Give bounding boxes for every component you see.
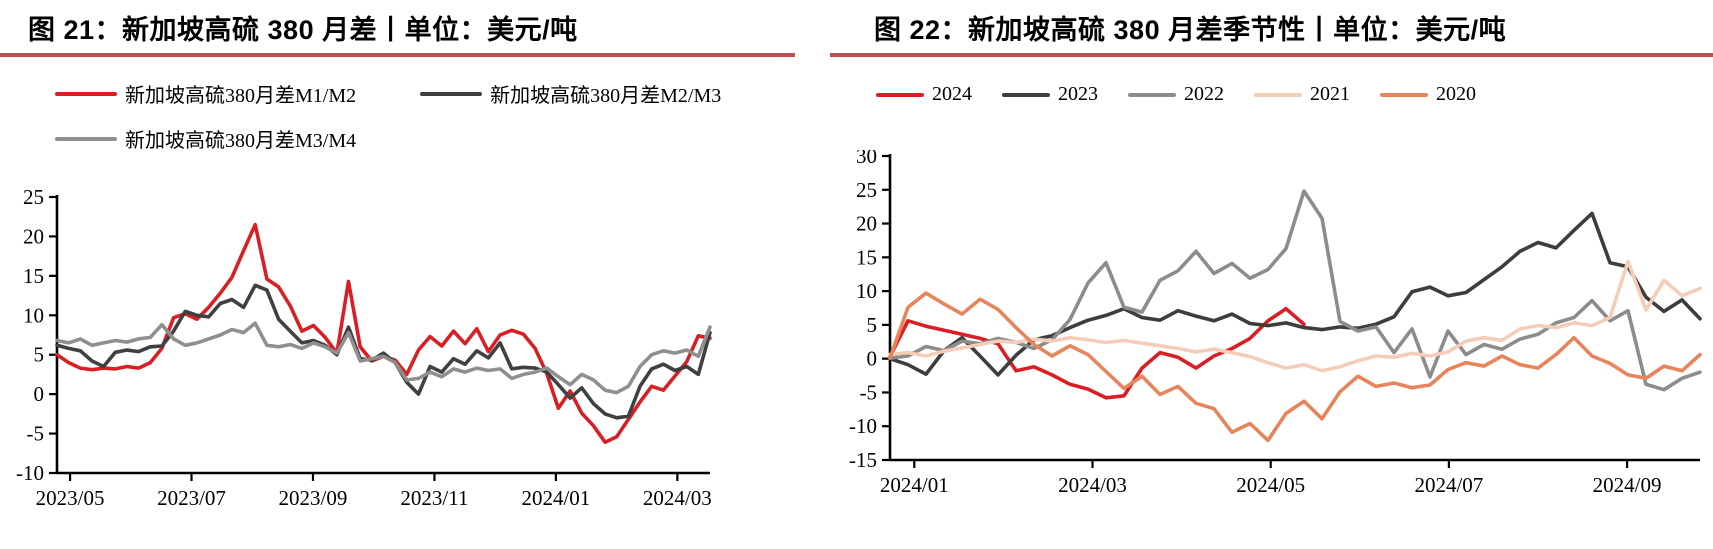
- figure-21-title: 图 21：新加坡高硫 380 月差丨单位：美元/吨: [28, 15, 578, 45]
- legend-line-sample-m1m2: [55, 91, 117, 96]
- legend-item: 2020: [1380, 83, 1476, 106]
- legend-item: 2021: [1254, 83, 1350, 106]
- legend-line-sample-2020: [1380, 92, 1428, 97]
- svg-text:15: 15: [856, 245, 877, 269]
- legend-item: 2024: [876, 83, 972, 106]
- legend-label: 2023: [1058, 83, 1098, 105]
- figure-panel-22: 图 22：新加坡高硫 380 月差季节性丨单位：美元/吨 2024 2023 2…: [830, 0, 1713, 497]
- svg-text:5: 5: [867, 313, 878, 337]
- legend-line-sample-m3m4: [55, 136, 117, 141]
- figure-21-chart-area: -10 -5 0 5 10 15 20 25 2023/05 2023/07 2023/09 2023…: [0, 158, 795, 523]
- svg-text:2024/05: 2024/05: [1236, 473, 1305, 497]
- legend-label: 新加坡高硫380月差M3/M4: [125, 130, 357, 152]
- figure-22-title: 图 22：新加坡高硫 380 月差季节性丨单位：美元/吨: [874, 15, 1507, 45]
- legend-line-sample-2022: [1128, 92, 1176, 97]
- legend-line-sample-2024: [876, 92, 924, 97]
- svg-text:0: 0: [34, 382, 45, 406]
- svg-text:15: 15: [23, 264, 44, 288]
- svg-text:25: 25: [23, 185, 44, 209]
- svg-text:2024/03: 2024/03: [643, 486, 712, 510]
- legend-item: 2022: [1128, 83, 1224, 106]
- svg-text:0: 0: [867, 347, 878, 371]
- svg-text:2023/11: 2023/11: [400, 486, 468, 510]
- legend-label: 2024: [932, 83, 972, 105]
- figure-22-chart-area: -15 -10 -5 0 5 10 15 20 25 30 2024/01 2024/03 2024/0…: [830, 144, 1713, 515]
- figure-21-legend: 新加坡高硫380月差M1/M2 新加坡高硫380月差M2/M3 新加坡高硫380…: [0, 57, 775, 153]
- figure-22-legend: 2024 2023 2022 2021 2020: [830, 57, 1713, 106]
- legend-item: 新加坡高硫380月差M3/M4: [55, 124, 356, 153]
- line-chart-month-spread: -10 -5 0 5 10 15 20 25 2023/05 2023/07 2023/09 2023…: [16, 185, 712, 510]
- svg-text:2023/05: 2023/05: [36, 486, 105, 510]
- svg-text:5: 5: [34, 343, 45, 367]
- svg-text:-5: -5: [860, 380, 878, 404]
- svg-text:20: 20: [23, 224, 44, 248]
- svg-text:-15: -15: [849, 448, 877, 472]
- svg-text:2024/03: 2024/03: [1058, 473, 1127, 497]
- line-chart-seasonality: -15 -10 -5 0 5 10 15 20 25 30 2024/01 2024/03 2024/0…: [849, 144, 1702, 497]
- legend-label: 新加坡高硫380月差M1/M2: [125, 85, 357, 107]
- svg-text:30: 30: [856, 150, 877, 168]
- title-underline: [0, 53, 795, 57]
- legend-line-sample-m2m3: [420, 91, 483, 96]
- legend-item: 新加坡高硫380月差M2/M3: [420, 79, 721, 108]
- legend-label: 2021: [1310, 83, 1350, 105]
- legend-item: 2023: [1002, 83, 1098, 106]
- svg-text:-10: -10: [849, 414, 877, 438]
- svg-text:20: 20: [856, 212, 877, 236]
- svg-text:2023/09: 2023/09: [279, 486, 348, 510]
- legend-line-sample-2021: [1254, 92, 1302, 97]
- svg-text:2023/07: 2023/07: [157, 486, 226, 510]
- svg-text:25: 25: [856, 178, 877, 202]
- svg-text:10: 10: [856, 279, 877, 303]
- svg-text:2024/01: 2024/01: [521, 486, 590, 510]
- legend-line-sample-2023: [1002, 92, 1050, 97]
- svg-text:2024/07: 2024/07: [1414, 473, 1483, 497]
- svg-text:10: 10: [23, 303, 44, 327]
- svg-text:2024/09: 2024/09: [1593, 473, 1662, 497]
- svg-text:-10: -10: [16, 461, 44, 485]
- svg-text:2024/01: 2024/01: [880, 473, 949, 497]
- legend-item: 新加坡高硫380月差M1/M2: [55, 79, 356, 108]
- legend-label: 2020: [1436, 83, 1476, 105]
- svg-text:-5: -5: [27, 422, 45, 446]
- title-underline: [830, 53, 1713, 57]
- figure-panel-21: 图 21：新加坡高硫 380 月差丨单位：美元/吨 新加坡高硫380月差M1/M…: [0, 0, 795, 510]
- legend-label: 2022: [1184, 83, 1224, 105]
- legend-label: 新加坡高硫380月差M2/M3: [490, 85, 722, 107]
